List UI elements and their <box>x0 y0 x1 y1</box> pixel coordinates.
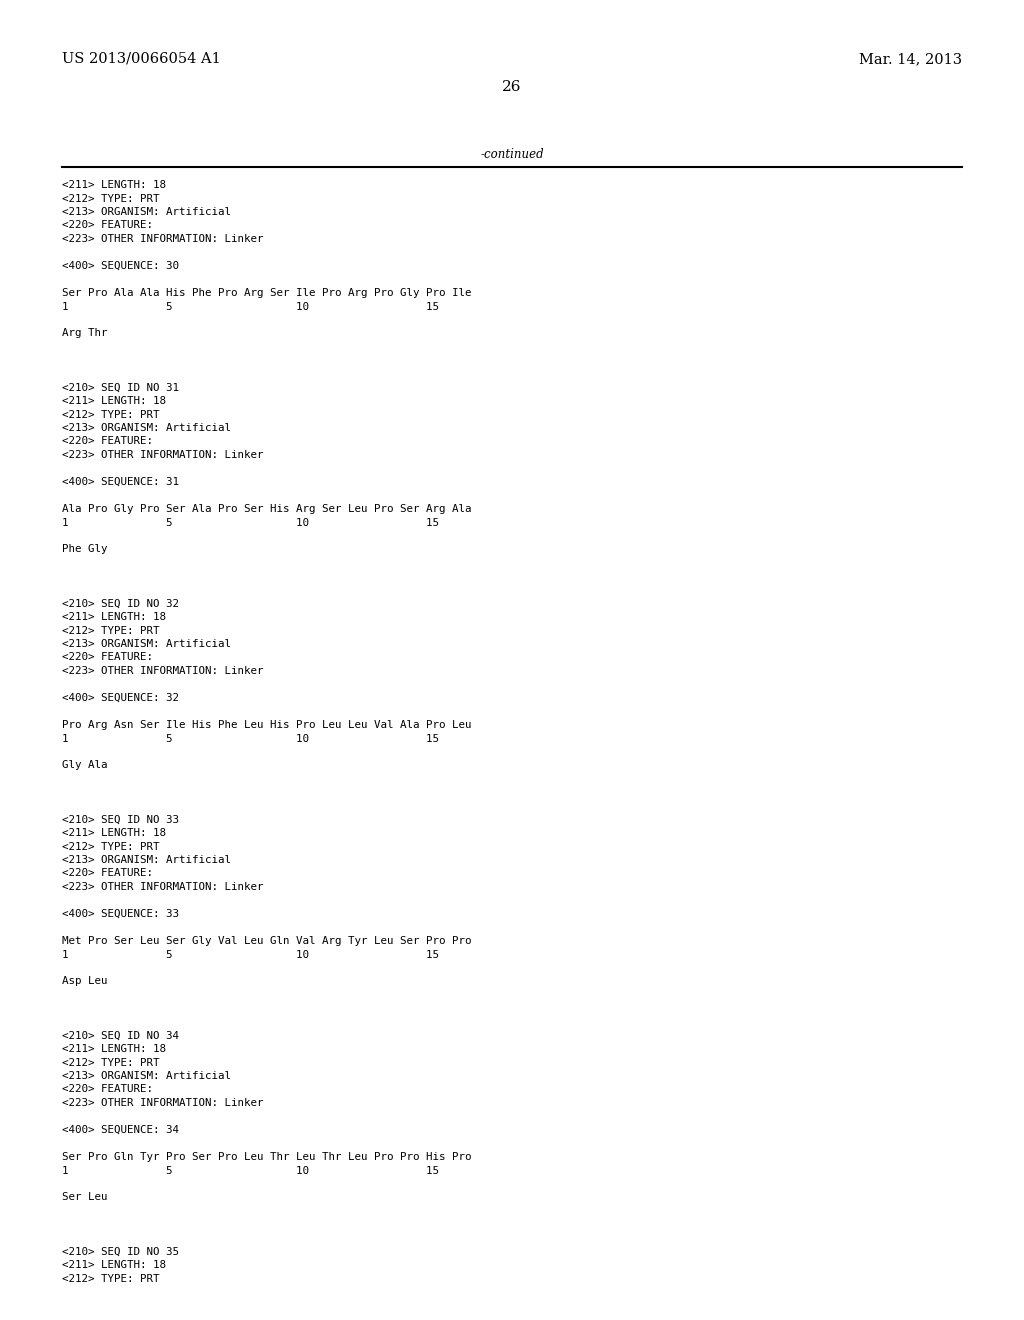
Text: <213> ORGANISM: Artificial: <213> ORGANISM: Artificial <box>62 855 231 865</box>
Text: <223> OTHER INFORMATION: Linker: <223> OTHER INFORMATION: Linker <box>62 1098 263 1107</box>
Text: <400> SEQUENCE: 30: <400> SEQUENCE: 30 <box>62 261 179 271</box>
Text: <210> SEQ ID NO 31: <210> SEQ ID NO 31 <box>62 383 179 392</box>
Text: Ala Pro Gly Pro Ser Ala Pro Ser His Arg Ser Leu Pro Ser Arg Ala: Ala Pro Gly Pro Ser Ala Pro Ser His Arg … <box>62 504 471 513</box>
Text: 1               5                   10                  15: 1 5 10 15 <box>62 949 439 960</box>
Text: <220> FEATURE:: <220> FEATURE: <box>62 652 153 663</box>
Text: <210> SEQ ID NO 35: <210> SEQ ID NO 35 <box>62 1246 179 1257</box>
Text: <211> LENGTH: 18: <211> LENGTH: 18 <box>62 828 166 838</box>
Text: <211> LENGTH: 18: <211> LENGTH: 18 <box>62 1261 166 1270</box>
Text: <211> LENGTH: 18: <211> LENGTH: 18 <box>62 612 166 622</box>
Text: <211> LENGTH: 18: <211> LENGTH: 18 <box>62 1044 166 1053</box>
Text: <211> LENGTH: 18: <211> LENGTH: 18 <box>62 396 166 407</box>
Text: <212> TYPE: PRT: <212> TYPE: PRT <box>62 1057 160 1068</box>
Text: <400> SEQUENCE: 34: <400> SEQUENCE: 34 <box>62 1125 179 1135</box>
Text: US 2013/0066054 A1: US 2013/0066054 A1 <box>62 51 221 66</box>
Text: <212> TYPE: PRT: <212> TYPE: PRT <box>62 194 160 203</box>
Text: <212> TYPE: PRT: <212> TYPE: PRT <box>62 626 160 635</box>
Text: <223> OTHER INFORMATION: Linker: <223> OTHER INFORMATION: Linker <box>62 234 263 244</box>
Text: <213> ORGANISM: Artificial: <213> ORGANISM: Artificial <box>62 422 231 433</box>
Text: Pro Arg Asn Ser Ile His Phe Leu His Pro Leu Leu Val Ala Pro Leu: Pro Arg Asn Ser Ile His Phe Leu His Pro … <box>62 719 471 730</box>
Text: Met Pro Ser Leu Ser Gly Val Leu Gln Val Arg Tyr Leu Ser Pro Pro: Met Pro Ser Leu Ser Gly Val Leu Gln Val … <box>62 936 471 946</box>
Text: 1               5                   10                  15: 1 5 10 15 <box>62 1166 439 1176</box>
Text: <220> FEATURE:: <220> FEATURE: <box>62 437 153 446</box>
Text: <210> SEQ ID NO 34: <210> SEQ ID NO 34 <box>62 1031 179 1040</box>
Text: <220> FEATURE:: <220> FEATURE: <box>62 1085 153 1094</box>
Text: <213> ORGANISM: Artificial: <213> ORGANISM: Artificial <box>62 1071 231 1081</box>
Text: <210> SEQ ID NO 33: <210> SEQ ID NO 33 <box>62 814 179 825</box>
Text: 1               5                   10                  15: 1 5 10 15 <box>62 301 439 312</box>
Text: Arg Thr: Arg Thr <box>62 329 108 338</box>
Text: <223> OTHER INFORMATION: Linker: <223> OTHER INFORMATION: Linker <box>62 882 263 892</box>
Text: Phe Gly: Phe Gly <box>62 544 108 554</box>
Text: <212> TYPE: PRT: <212> TYPE: PRT <box>62 409 160 420</box>
Text: <400> SEQUENCE: 33: <400> SEQUENCE: 33 <box>62 909 179 919</box>
Text: 1               5                   10                  15: 1 5 10 15 <box>62 517 439 528</box>
Text: <212> TYPE: PRT: <212> TYPE: PRT <box>62 1274 160 1283</box>
Text: <223> OTHER INFORMATION: Linker: <223> OTHER INFORMATION: Linker <box>62 667 263 676</box>
Text: <210> SEQ ID NO 32: <210> SEQ ID NO 32 <box>62 598 179 609</box>
Text: <223> OTHER INFORMATION: Linker: <223> OTHER INFORMATION: Linker <box>62 450 263 459</box>
Text: 1               5                   10                  15: 1 5 10 15 <box>62 734 439 743</box>
Text: <213> ORGANISM: Artificial: <213> ORGANISM: Artificial <box>62 207 231 216</box>
Text: -continued: -continued <box>480 148 544 161</box>
Text: <220> FEATURE:: <220> FEATURE: <box>62 220 153 231</box>
Text: <220> FEATURE:: <220> FEATURE: <box>62 869 153 879</box>
Text: <400> SEQUENCE: 32: <400> SEQUENCE: 32 <box>62 693 179 704</box>
Text: Ser Leu: Ser Leu <box>62 1192 108 1203</box>
Text: Mar. 14, 2013: Mar. 14, 2013 <box>859 51 962 66</box>
Text: <212> TYPE: PRT: <212> TYPE: PRT <box>62 842 160 851</box>
Text: Ser Pro Ala Ala His Phe Pro Arg Ser Ile Pro Arg Pro Gly Pro Ile: Ser Pro Ala Ala His Phe Pro Arg Ser Ile … <box>62 288 471 298</box>
Text: <400> SEQUENCE: 31: <400> SEQUENCE: 31 <box>62 477 179 487</box>
Text: Gly Ala: Gly Ala <box>62 760 108 771</box>
Text: Asp Leu: Asp Leu <box>62 977 108 986</box>
Text: <211> LENGTH: 18: <211> LENGTH: 18 <box>62 180 166 190</box>
Text: Ser Pro Gln Tyr Pro Ser Pro Leu Thr Leu Thr Leu Pro Pro His Pro: Ser Pro Gln Tyr Pro Ser Pro Leu Thr Leu … <box>62 1152 471 1162</box>
Text: <213> ORGANISM: Artificial: <213> ORGANISM: Artificial <box>62 639 231 649</box>
Text: 26: 26 <box>502 81 522 94</box>
